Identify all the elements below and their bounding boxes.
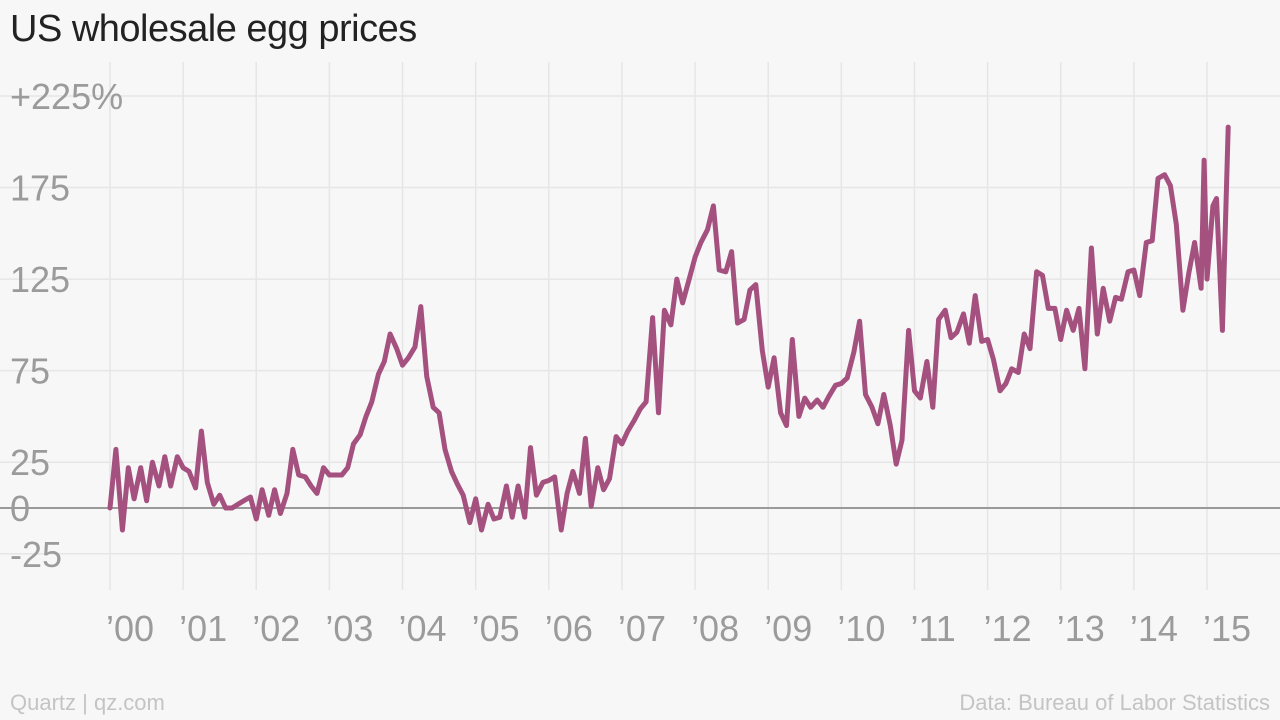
x-tick-label: ’06	[545, 608, 593, 649]
x-axis-ticks: ’00 ’01 ’02 ’03 ’04 ’05 ’06 ’07 ’08 ’09 ’10 ’11 ’12 ’…	[106, 608, 1251, 649]
y-axis-ticks: +225% 175 125 75 25 0 -25	[10, 76, 123, 575]
x-tick-label: ’13	[1057, 608, 1105, 649]
y-tick-label: 125	[10, 259, 70, 300]
chart-title: US wholesale egg prices	[10, 8, 417, 50]
x-tick-label: ’11	[910, 608, 955, 649]
y-tick-label: 0	[10, 488, 30, 529]
publisher-credit: Quartz | qz.com	[10, 690, 165, 715]
x-tick-label: ’04	[399, 608, 447, 649]
y-tick-label: +225%	[10, 76, 123, 117]
x-tick-label: ’15	[1203, 608, 1251, 649]
x-tick-label: ’01	[179, 608, 227, 649]
x-tick-label: ’02	[252, 608, 300, 649]
y-tick-label: 75	[10, 351, 50, 392]
y-tick-label: -25	[10, 534, 62, 575]
y-tick-label: 25	[10, 442, 50, 483]
data-source-credit: Data: Bureau of Labor Statistics	[959, 690, 1270, 715]
series-layer	[107, 124, 1231, 533]
x-tick-label: ’07	[618, 608, 666, 649]
x-tick-label: ’10	[837, 608, 885, 649]
y-tick-label: 175	[10, 168, 70, 209]
x-tick-label: ’09	[764, 608, 812, 649]
series-line	[107, 124, 1231, 533]
x-tick-label: ’12	[984, 608, 1032, 649]
x-tick-label: ’14	[1130, 608, 1178, 649]
x-tick-label: ’00	[106, 608, 154, 649]
x-tick-label: ’08	[691, 608, 739, 649]
x-tick-label: ’05	[472, 608, 520, 649]
grid-lines	[0, 62, 1280, 590]
x-tick-label: ’03	[325, 608, 373, 649]
